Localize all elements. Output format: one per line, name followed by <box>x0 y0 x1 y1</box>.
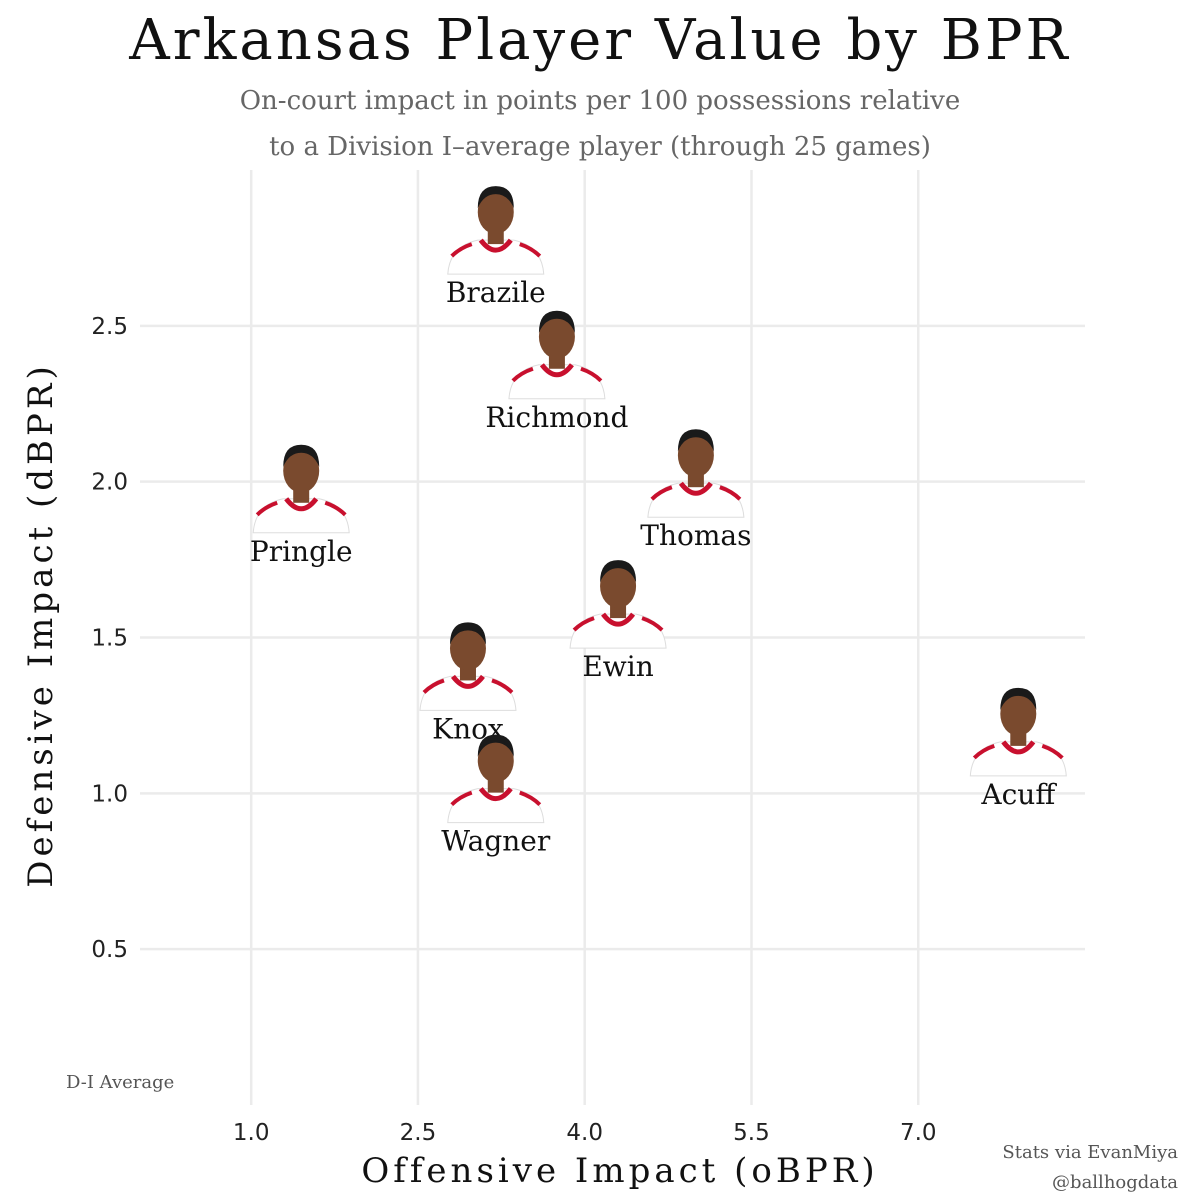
credit-source: Stats via EvanMiya <box>1002 1142 1178 1163</box>
x-tick-label: 4.0 <box>566 1120 603 1146</box>
player-name-label: Ewin <box>582 650 653 683</box>
chart-subtitle-line-2: to a Division I–average player (through … <box>269 132 931 162</box>
player-name-label: Thomas <box>640 519 751 552</box>
y-tick-label: 1.0 <box>91 781 128 807</box>
player-name-label: Wagner <box>441 825 551 858</box>
player-headshot <box>447 186 545 275</box>
player-headshot <box>647 429 745 518</box>
y-tick-label: 0.5 <box>91 937 128 963</box>
x-tick-label: 2.5 <box>400 1120 437 1146</box>
player-headshot <box>508 310 606 400</box>
x-tick-label: 7.0 <box>900 1120 937 1146</box>
player-name-label: Pringle <box>250 535 353 568</box>
d1-average-label: D-I Average <box>66 1072 174 1093</box>
player-headshot <box>252 444 350 534</box>
chart-subtitle-line-1: On-court impact in points per 100 posses… <box>239 86 961 116</box>
player-point-acuff: Acuff <box>969 687 1067 811</box>
player-point-ewin: Ewin <box>569 560 667 683</box>
y-axis-title: Defensive Impact (dBPR) <box>21 362 61 887</box>
axis-tick-labels: 1.0 2.5 4.0 5.5 7.0 0.5 1.0 1.5 2.0 2.5 <box>91 314 936 1146</box>
player-headshot <box>419 622 517 711</box>
player-point-thomas: Thomas <box>640 429 751 552</box>
player-point-knox: Knox <box>419 622 517 745</box>
player-name-label: Acuff <box>980 778 1057 811</box>
player-headshot <box>969 687 1067 777</box>
player-name-label: Richmond <box>485 401 628 434</box>
player-point-wagner: Wagner <box>441 734 551 858</box>
player-headshot <box>569 560 667 649</box>
y-tick-label: 1.5 <box>91 626 128 652</box>
credit-handle: @ballhogdata <box>1052 1172 1178 1193</box>
player-point-brazile: Brazile <box>446 186 546 309</box>
player-markers: Brazile Richmond Pringle Thomas Ewin Knox Wagn… <box>250 186 1067 858</box>
x-tick-label: 5.5 <box>733 1120 770 1146</box>
chart-title: Arkansas Player Value by BPR <box>129 8 1071 73</box>
player-point-pringle: Pringle <box>250 444 353 568</box>
player-point-richmond: Richmond <box>485 310 629 434</box>
y-tick-label: 2.5 <box>91 314 128 340</box>
player-headshot <box>447 734 545 824</box>
x-axis-title: Offensive Impact (oBPR) <box>361 1151 878 1191</box>
y-tick-label: 2.0 <box>91 470 128 496</box>
player-name-label: Brazile <box>446 276 546 309</box>
x-tick-label: 1.0 <box>233 1120 270 1146</box>
